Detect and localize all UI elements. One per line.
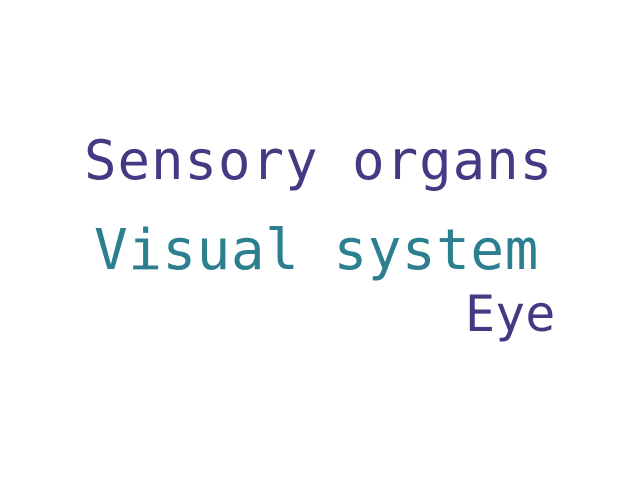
word-sensory-organs: Sensory organs: [84, 129, 554, 192]
word-eye: Eye: [465, 285, 556, 343]
word-visual-system: Visual system: [94, 218, 539, 283]
